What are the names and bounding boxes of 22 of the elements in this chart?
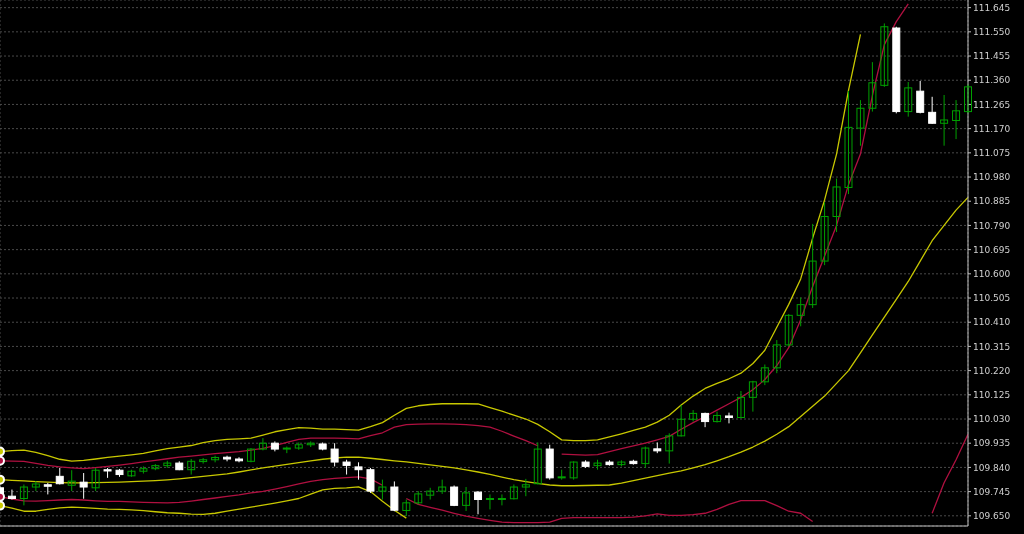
y-tick-label: 111.550 xyxy=(973,27,1011,38)
y-tick-label: 110.315 xyxy=(973,341,1011,352)
y-tick-label: 109.840 xyxy=(973,462,1011,473)
y-tick-label: 111.455 xyxy=(973,51,1011,62)
y-tick-label: 111.075 xyxy=(973,148,1011,159)
y-tick-label: 110.790 xyxy=(973,220,1011,231)
y-tick-label: 110.885 xyxy=(973,196,1011,207)
y-tick-label: 110.220 xyxy=(973,365,1011,376)
y-tick-label: 110.505 xyxy=(973,293,1011,304)
y-tick-label: 110.600 xyxy=(973,269,1011,280)
y-tick-label: 109.650 xyxy=(973,511,1011,522)
y-tick-label: 110.695 xyxy=(973,244,1011,255)
y-tick-label: 111.645 xyxy=(973,2,1011,13)
y-tick-label: 109.745 xyxy=(973,486,1011,497)
y-tick-label: 111.170 xyxy=(973,123,1011,134)
y-tick-label: 110.980 xyxy=(973,172,1011,183)
y-tick-label: 111.265 xyxy=(973,99,1011,110)
y-tick-label: 110.030 xyxy=(973,414,1011,425)
y-tick-label: 109.935 xyxy=(973,438,1011,449)
y-tick-label: 110.125 xyxy=(973,390,1011,401)
y-tick-label: 111.360 xyxy=(973,75,1011,86)
y-tick-label: 110.410 xyxy=(973,317,1011,328)
